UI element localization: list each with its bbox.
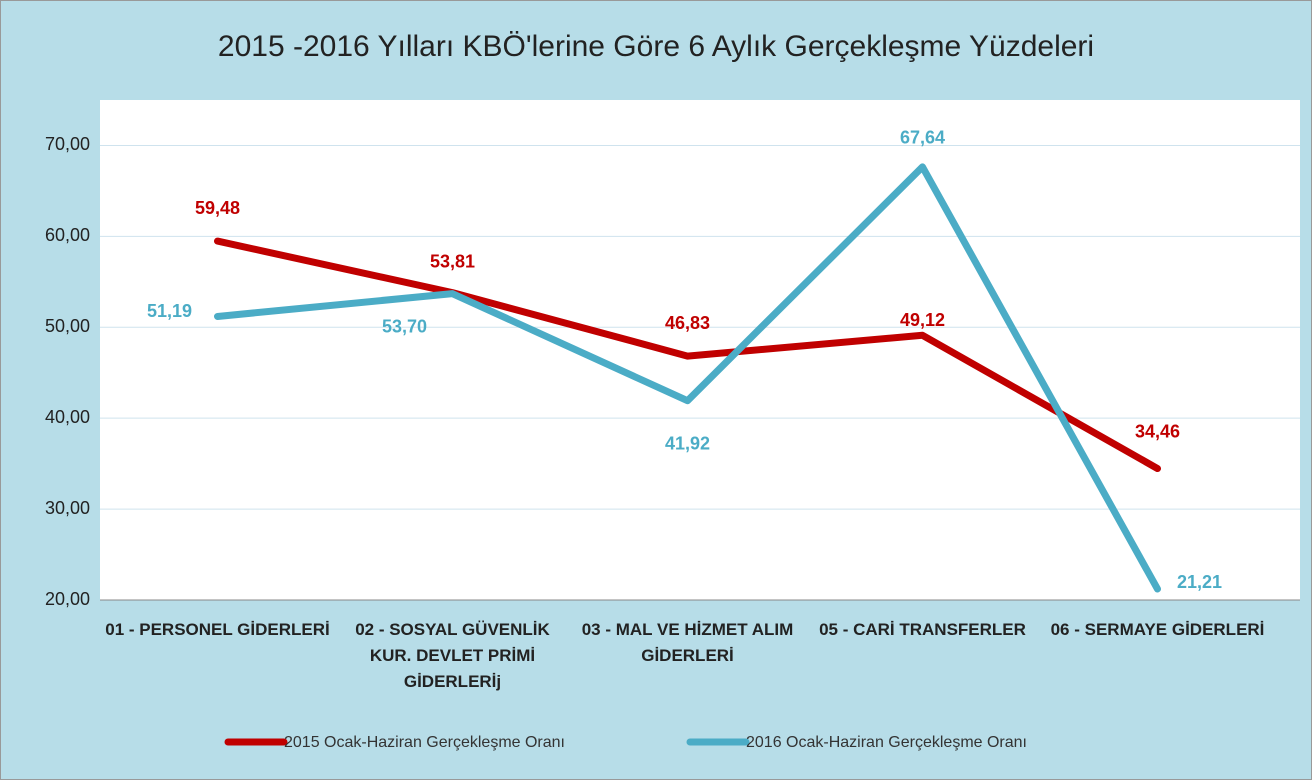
y-tick-label: 30,00 xyxy=(45,498,90,518)
series-line xyxy=(214,237,1161,473)
x-tick-label: 05 - CARİ TRANSFERLER xyxy=(819,620,1026,639)
y-tick-label: 50,00 xyxy=(45,316,90,336)
x-tick-label: 02 - SOSYAL GÜVENLİK KUR. DEVLET PRİMİ G… xyxy=(355,620,550,691)
y-tick-label: 20,00 xyxy=(45,589,90,609)
data-label: 46,83 xyxy=(665,313,710,333)
plot-area xyxy=(100,100,1300,600)
legend-label: 2015 Ocak-Haziran Gerçekleşme Oranı xyxy=(284,734,565,751)
data-label: 34,46 xyxy=(1135,421,1180,441)
data-label: 49,12 xyxy=(900,310,945,330)
data-label: 53,81 xyxy=(430,251,475,271)
y-tick-label: 40,00 xyxy=(45,407,90,427)
data-label: 21,21 xyxy=(1177,572,1222,592)
x-tick-label: 06 - SERMAYE GİDERLERİ xyxy=(1050,620,1265,639)
data-label: 51,19 xyxy=(147,301,192,321)
x-tick-label: 03 - MAL VE HİZMET ALIM GİDERLERİ xyxy=(581,620,794,665)
data-label: 41,92 xyxy=(665,433,710,453)
data-label: 67,64 xyxy=(900,128,945,148)
series-line xyxy=(214,163,1161,593)
legend-label: 2016 Ocak-Haziran Gerçekleşme Oranı xyxy=(746,734,1027,751)
data-label: 53,70 xyxy=(382,316,427,336)
x-tick-label: 01 - PERSONEL GİDERLERİ xyxy=(105,620,330,639)
chart-title: 2015 -2016 Yılları KBÖ'lerine Göre 6 Ayl… xyxy=(218,30,1094,63)
y-tick-label: 60,00 xyxy=(45,225,90,245)
y-tick-label: 70,00 xyxy=(45,134,90,154)
data-label: 59,48 xyxy=(195,198,240,218)
